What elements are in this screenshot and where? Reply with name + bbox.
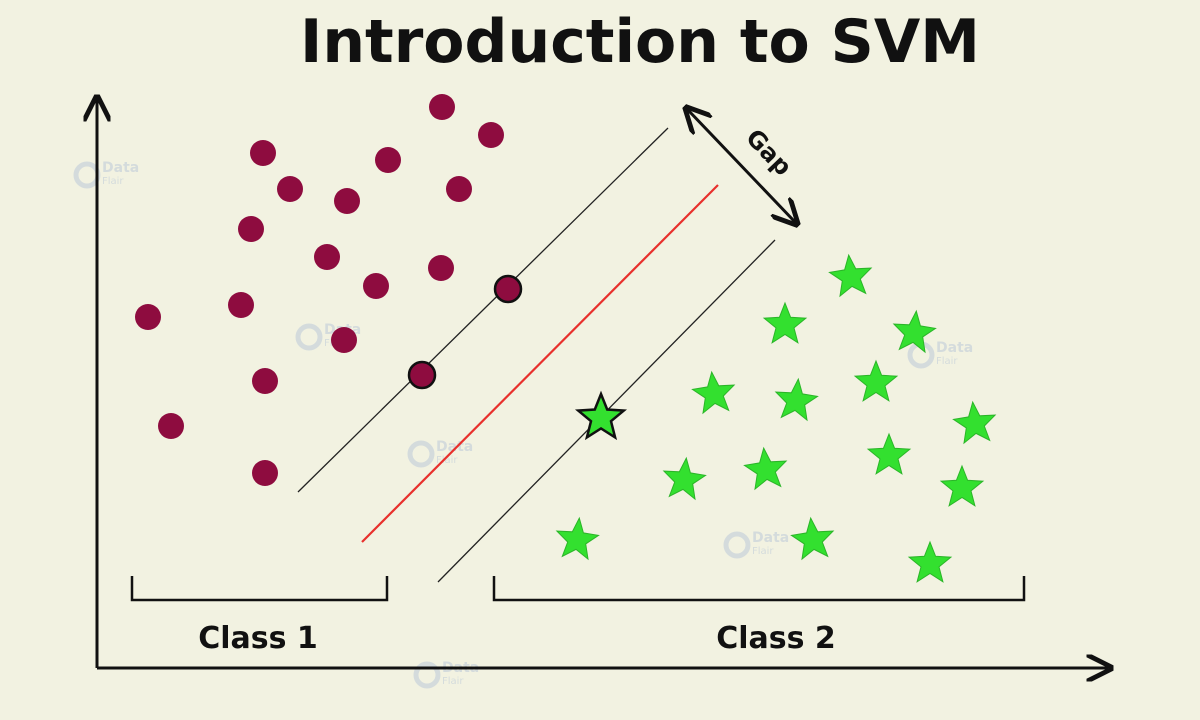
class1-point <box>158 413 184 439</box>
class1-point <box>250 140 276 166</box>
class2-point <box>866 432 912 475</box>
class2-point <box>939 464 985 507</box>
watermark-sub: Flair <box>752 546 774 557</box>
gap-arrow-icon <box>688 110 795 222</box>
watermark-group: DataFlairDataFlairDataFlairDataFlairData… <box>73 160 973 689</box>
class1-point <box>429 94 455 120</box>
watermark-sub: Flair <box>436 455 458 466</box>
class2-point <box>892 309 937 354</box>
class2-point <box>555 516 600 561</box>
diagram-title: Introduction to SVM <box>300 7 980 77</box>
class1-point <box>135 304 161 330</box>
class2-label: Class 2 <box>716 621 836 656</box>
upper-margin-line <box>297 127 669 493</box>
class2-point <box>853 359 899 402</box>
class1-point <box>478 122 504 148</box>
class2-point <box>790 516 835 561</box>
dataflair-logo-icon <box>407 440 435 468</box>
class2-point <box>762 301 808 344</box>
class1-point <box>252 460 278 486</box>
class1-point <box>446 176 472 202</box>
class1-points <box>135 94 523 486</box>
class2-point <box>743 446 788 491</box>
class1-bracket <box>130 576 389 602</box>
dataflair-logo-icon <box>413 661 441 689</box>
class2-support-vector <box>574 390 628 441</box>
class2-point <box>952 400 997 445</box>
class1-point <box>238 216 264 242</box>
class1-point <box>314 244 340 270</box>
dataflair-logo-icon <box>295 323 323 351</box>
class1-support-vector <box>407 360 437 390</box>
class1-point <box>428 255 454 281</box>
class1-point <box>331 327 357 353</box>
class2-points <box>555 253 997 583</box>
class1-point <box>363 273 389 299</box>
watermark-sub: Flair <box>442 676 464 687</box>
watermark-brand: Data <box>102 160 139 176</box>
class1-label: Class 1 <box>198 621 318 656</box>
dataflair-logo-icon <box>723 531 751 559</box>
separating-hyperplane <box>361 184 719 543</box>
class1-point <box>277 176 303 202</box>
watermark-brand: Data <box>436 439 473 455</box>
class2-point <box>828 253 873 298</box>
class2-point <box>907 540 953 583</box>
class1-support-vector <box>493 274 523 304</box>
watermark-sub: Flair <box>102 176 124 187</box>
watermark-brand: Data <box>936 340 973 356</box>
class2-bracket <box>492 576 1026 602</box>
class1-point <box>252 368 278 394</box>
class2-point <box>774 377 819 422</box>
class2-point <box>662 456 707 501</box>
dataflair-logo-icon <box>73 161 101 189</box>
class1-point <box>228 292 254 318</box>
watermark-brand: Data <box>752 530 789 546</box>
class2-point <box>691 370 736 415</box>
class1-point <box>375 147 401 173</box>
watermark-sub: Flair <box>936 356 958 367</box>
class1-point <box>334 188 360 214</box>
